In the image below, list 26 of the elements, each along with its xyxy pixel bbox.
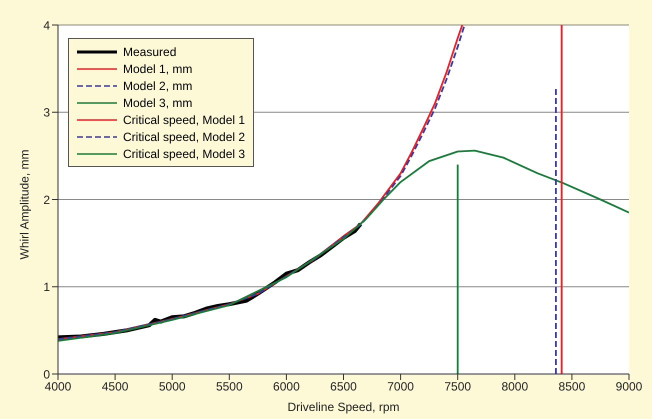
y-axis-title: Whirl Amplitude, mm (17, 149, 32, 260)
legend-label: Critical speed, Model 1 (123, 112, 246, 126)
x-tick-label: 6000 (273, 380, 300, 394)
y-tick-label: 2 (43, 192, 50, 207)
x-tick-label: 5000 (158, 380, 186, 394)
legend-label: Model 2, mm (123, 78, 192, 92)
legend-label: Model 1, mm (123, 62, 192, 76)
x-tick-label: 7000 (387, 380, 414, 394)
x-tick-label: 7500 (444, 380, 472, 394)
x-axis-title: Driveline Speed, rpm (287, 400, 400, 414)
legend-label: Measured (123, 44, 176, 58)
x-tick-label: 6500 (330, 380, 358, 394)
legend-label: Critical speed, Model 2 (123, 130, 246, 144)
x-tick-label: 5500 (216, 380, 243, 394)
y-tick-label: 1 (43, 280, 50, 294)
y-tick-label: 0 (43, 367, 50, 382)
y-tick-label: 4 (43, 18, 50, 32)
y-tick-label: 3 (43, 106, 50, 120)
x-tick-label: 4000 (44, 380, 72, 394)
x-tick-label: 8500 (558, 380, 586, 394)
x-tick-label: 9000 (616, 380, 643, 394)
x-tick-label: 4500 (102, 380, 129, 394)
legend-label: Model 3, mm (123, 96, 192, 110)
line-series (58, 150, 629, 342)
legend-label: Critical speed, Model 3 (123, 146, 246, 160)
x-tick-label: 8000 (501, 380, 528, 394)
